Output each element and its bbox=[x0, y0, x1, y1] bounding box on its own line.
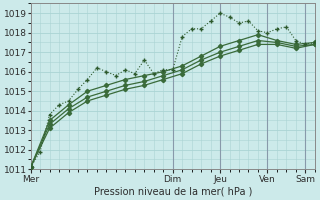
X-axis label: Pression niveau de la mer( hPa ): Pression niveau de la mer( hPa ) bbox=[93, 187, 252, 197]
